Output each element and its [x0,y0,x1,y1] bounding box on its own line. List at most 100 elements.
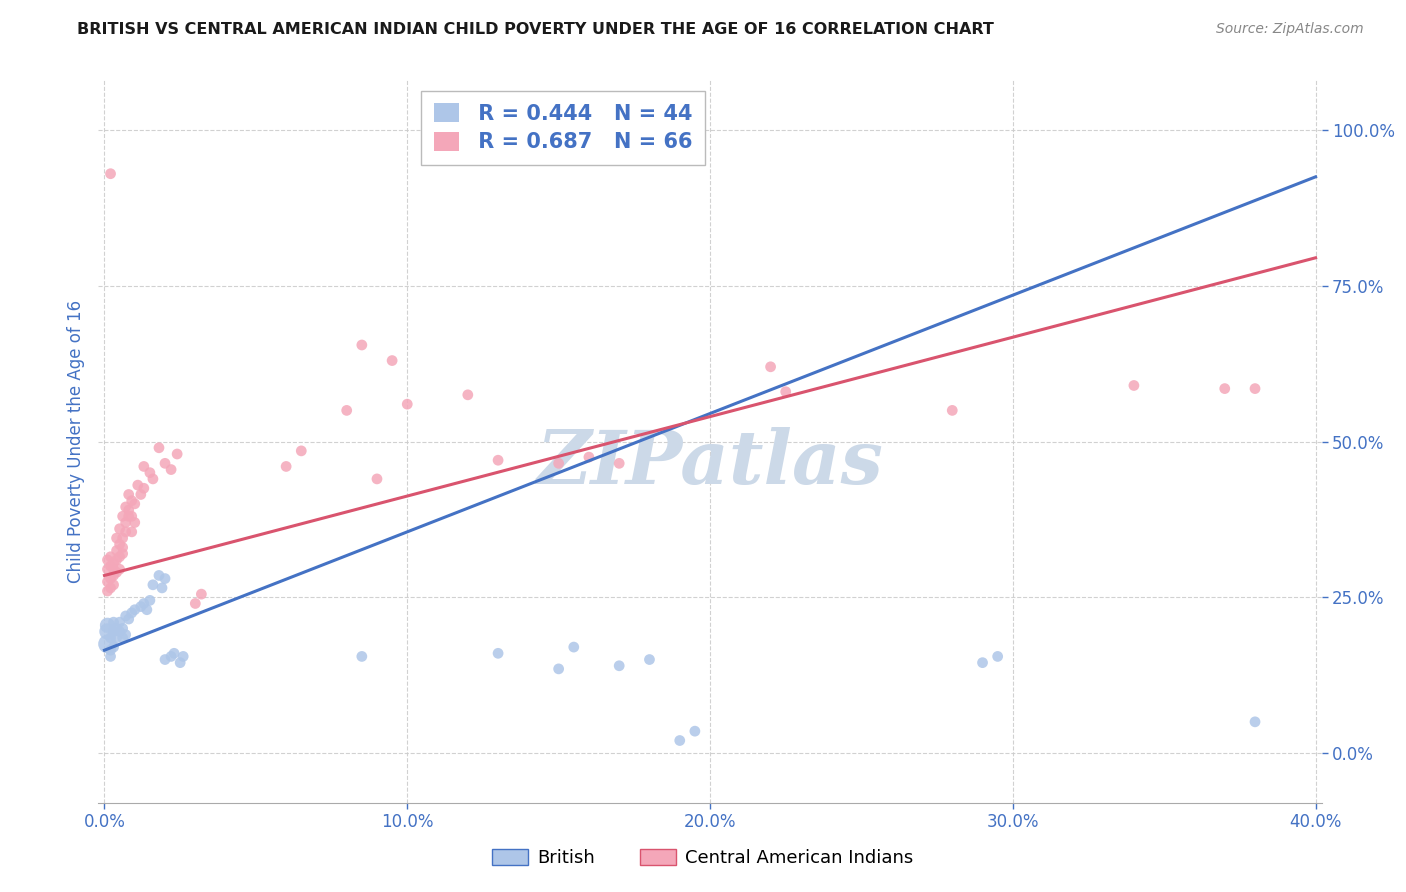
Point [941,403,963,417]
Point [129,599,152,614]
Point [100,643,122,657]
Point [118,509,141,524]
Point [129,487,152,501]
Point [683,724,706,739]
Point [108,624,131,639]
Point [396,397,419,411]
Point [118,503,141,517]
Point [108,615,131,630]
Point [100,167,122,181]
Point [103,562,125,576]
Point [96,574,118,589]
Point [96,618,118,632]
Point [1213,382,1236,396]
Point [127,478,149,492]
Point [153,652,176,666]
Point [547,456,569,470]
Point [108,549,131,564]
Point [103,615,125,630]
Point [1244,382,1267,396]
Point [163,646,186,660]
Point [160,462,183,476]
Point [105,566,128,580]
Point [153,456,176,470]
Text: Source: ZipAtlas.com: Source: ZipAtlas.com [1216,22,1364,37]
Point [172,649,194,664]
Point [148,568,170,582]
Point [96,562,118,576]
Point [169,656,191,670]
Point [103,640,125,654]
Point [100,549,122,564]
Point [607,658,630,673]
Point [105,531,128,545]
Point [108,537,131,551]
Point [118,612,141,626]
Point [121,493,143,508]
Point [547,662,569,676]
Point [114,627,136,641]
Point [121,524,143,539]
Point [1122,378,1144,392]
Point [111,621,134,635]
Point [100,649,122,664]
Point [108,522,131,536]
Point [759,359,782,374]
Point [987,649,1010,664]
Point [607,456,630,470]
Point [972,656,994,670]
Point [118,487,141,501]
Point [150,581,173,595]
Point [336,403,359,417]
Point [103,568,125,582]
Point [100,572,122,586]
Point [276,459,298,474]
Point [114,609,136,624]
Point [135,603,157,617]
Point [103,556,125,570]
Point [103,624,125,639]
Point [108,562,131,576]
Point [103,578,125,592]
Point [105,621,128,635]
Point [132,459,155,474]
Point [148,441,170,455]
Point [350,649,373,664]
Point [124,516,146,530]
Legend:  R = 0.444   N = 44,  R = 0.687   N = 66: R = 0.444 N = 44, R = 0.687 N = 66 [422,91,706,165]
Point [142,578,165,592]
Point [124,497,146,511]
Point [111,531,134,545]
Point [775,384,797,399]
Point [160,649,183,664]
Point [124,603,146,617]
Point [111,547,134,561]
Point [486,646,509,660]
Point [668,733,690,747]
Point [121,509,143,524]
Point [105,631,128,645]
Point [139,466,162,480]
Point [486,453,509,467]
Point [290,443,312,458]
Point [350,338,373,352]
Point [638,652,661,666]
Point [153,572,176,586]
Point [111,631,134,645]
Point [105,553,128,567]
Point [111,509,134,524]
Point [578,450,600,464]
Point [139,593,162,607]
Point [366,472,388,486]
Point [184,597,207,611]
Point [142,472,165,486]
Point [121,606,143,620]
Point [100,559,122,574]
Point [1244,714,1267,729]
Point [105,543,128,558]
Point [96,637,118,651]
Point [96,584,118,599]
Point [111,541,134,555]
Point [114,524,136,539]
Text: BRITISH VS CENTRAL AMERICAN INDIAN CHILD POVERTY UNDER THE AGE OF 16 CORRELATION: BRITISH VS CENTRAL AMERICAN INDIAN CHILD… [77,22,994,37]
